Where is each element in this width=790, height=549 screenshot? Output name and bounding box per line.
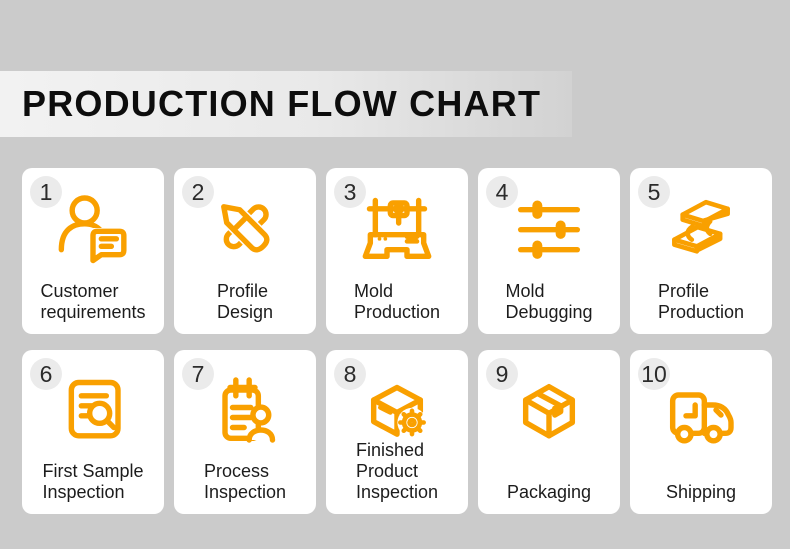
step-label: First Sample Inspection bbox=[42, 461, 144, 502]
page-title: PRODUCTION FLOW CHART bbox=[22, 83, 542, 124]
flow-step-card-10: 10 Shipping bbox=[630, 350, 772, 514]
step-number-badge: 4 bbox=[486, 176, 518, 208]
step-label: Finished Product Inspection bbox=[355, 440, 439, 502]
step-number-badge: 2 bbox=[182, 176, 214, 208]
step-number-badge: 3 bbox=[334, 176, 366, 208]
flow-step-card-1: 1 Customer requirements bbox=[22, 168, 164, 334]
step-label: Process Inspection bbox=[203, 461, 287, 502]
step-label: Mold Debugging bbox=[505, 281, 593, 322]
step-label: Profile Production bbox=[657, 281, 745, 322]
flow-step-card-9: 9 Packaging bbox=[478, 350, 620, 514]
box-gear-icon bbox=[370, 384, 427, 438]
steel-profile-beam-icon bbox=[672, 199, 730, 254]
step-number-badge: 9 bbox=[486, 358, 518, 390]
step-label: Customer requirements bbox=[40, 281, 146, 322]
step-label: Profile Design bbox=[216, 281, 274, 322]
molding-machine-icon bbox=[362, 197, 432, 260]
title-bar: PRODUCTION FLOW CHART bbox=[0, 71, 572, 137]
step-number-badge: 5 bbox=[638, 176, 670, 208]
flow-step-card-4: 4 Mold Debugging bbox=[478, 168, 620, 334]
step-label: Mold Production bbox=[353, 281, 441, 322]
step-number-badge: 10 bbox=[638, 358, 670, 390]
sliders-icon bbox=[517, 200, 581, 259]
flow-step-card-8: 8 Finished Product Inspection bbox=[326, 350, 468, 514]
step-number-badge: 1 bbox=[30, 176, 62, 208]
flow-step-card-5: 5 Profile Production bbox=[630, 168, 772, 334]
flow-step-card-3: 3 Mold Production bbox=[326, 168, 468, 334]
clipboard-person-icon bbox=[222, 377, 276, 443]
customer-person-card-icon bbox=[58, 195, 128, 264]
document-magnifier-icon bbox=[68, 379, 121, 439]
flow-steps-grid: 1 Customer requirements 2 bbox=[22, 168, 772, 514]
flow-step-card-6: 6 First Sample Inspection bbox=[22, 350, 164, 514]
step-number-badge: 7 bbox=[182, 358, 214, 390]
flow-step-card-2: 2 Profile Design bbox=[174, 168, 316, 334]
delivery-truck-icon bbox=[669, 392, 734, 444]
step-number-badge: 8 bbox=[334, 358, 366, 390]
package-box-icon bbox=[522, 383, 576, 439]
crossed-pens-icon bbox=[212, 195, 276, 259]
flow-step-card-7: 7 Process Inspection bbox=[174, 350, 316, 514]
step-label: Shipping bbox=[665, 482, 737, 502]
step-label: Packaging bbox=[506, 482, 592, 502]
step-number-badge: 6 bbox=[30, 358, 62, 390]
